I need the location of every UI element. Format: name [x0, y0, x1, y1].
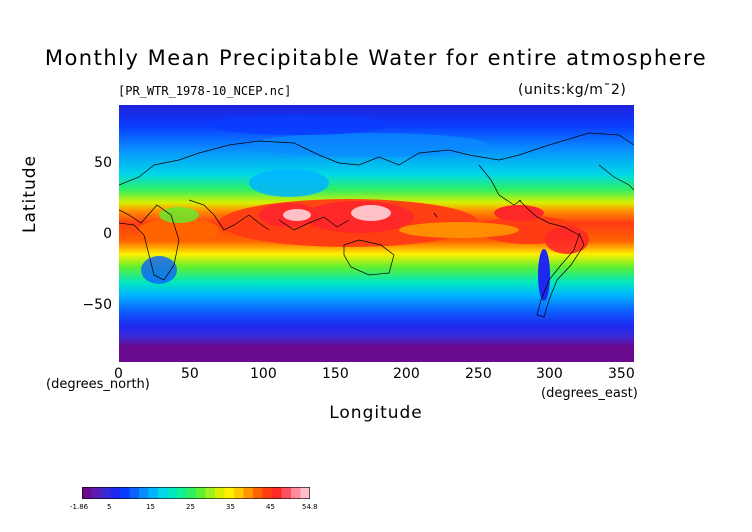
colorbar-swatch: [186, 487, 197, 499]
colorbar-swatch: [158, 487, 168, 499]
x-axis-units: (degrees_east): [541, 386, 638, 401]
colorbar-swatch: [101, 487, 111, 499]
moisture-features: [139, 115, 589, 301]
colorbar-swatch: [243, 487, 254, 499]
colorbar-swatch: [253, 487, 263, 499]
colorbar-border: [82, 487, 310, 499]
y-tick-label: −50: [82, 297, 112, 313]
colorbar-swatch: [215, 487, 225, 499]
y-axis-label: Latitude: [20, 155, 40, 233]
colorbar-label: 54.8: [302, 503, 318, 511]
y-tick-label: 0: [103, 226, 112, 242]
x-tick-label: 0: [114, 366, 123, 382]
x-tick-label: 300: [536, 366, 563, 382]
colorbar-label: 15: [146, 503, 155, 511]
colorbar-swatch: [291, 487, 301, 499]
colorbar-label: 5: [107, 503, 112, 511]
colorbar-swatch: [120, 487, 130, 499]
x-axis-label: Longitude: [329, 403, 423, 423]
colorbar-label: -1.86: [70, 503, 89, 511]
x-tick-label: 50: [181, 366, 199, 382]
colorbar-swatch: [177, 487, 187, 499]
chart-title: Monthly Mean Precipitable Water for enti…: [44, 46, 708, 70]
colorbar-swatch: [262, 487, 273, 499]
colorbar-label: 25: [186, 503, 195, 511]
x-tick-label: 250: [465, 366, 492, 382]
coastlines: [119, 132, 634, 318]
colorbar-swatch: [82, 487, 92, 499]
x-tick-label: 150: [322, 366, 349, 382]
y-axis-units: (degrees_north): [46, 377, 150, 392]
colorbar-swatch: [234, 487, 244, 499]
colorbar-swatch: [281, 487, 292, 499]
colorbar-swatch: [148, 487, 159, 499]
colorbar-swatch: [129, 487, 140, 499]
precipitable-water-map: [119, 105, 634, 362]
colorbar-swatch: [205, 487, 216, 499]
colorbar-swatch: [91, 487, 102, 499]
colorbar: [82, 487, 310, 499]
x-tick-label: 350: [608, 366, 635, 382]
colorbar-label: 35: [226, 503, 235, 511]
colorbar-swatch: [196, 487, 206, 499]
units-label: (units:kg/m¯2): [518, 82, 627, 98]
file-label: [PR_WTR_1978-10_NCEP.nc]: [118, 84, 292, 98]
colorbar-swatch: [224, 487, 235, 499]
colorbar-swatch: [167, 487, 178, 499]
x-tick-label: 200: [393, 366, 420, 382]
colorbar-swatch: [139, 487, 149, 499]
colorbar-swatch: [110, 487, 121, 499]
x-tick-label: 100: [250, 366, 277, 382]
colorbar-swatch: [300, 487, 310, 499]
colorbar-swatch: [272, 487, 282, 499]
y-tick-label: 50: [94, 155, 112, 171]
colorbar-label: 45: [266, 503, 275, 511]
